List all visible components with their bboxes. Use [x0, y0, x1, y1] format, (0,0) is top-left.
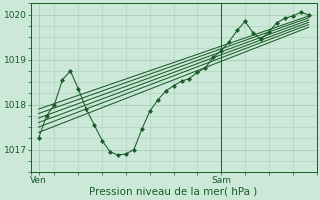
- X-axis label: Pression niveau de la mer( hPa ): Pression niveau de la mer( hPa ): [90, 187, 258, 197]
